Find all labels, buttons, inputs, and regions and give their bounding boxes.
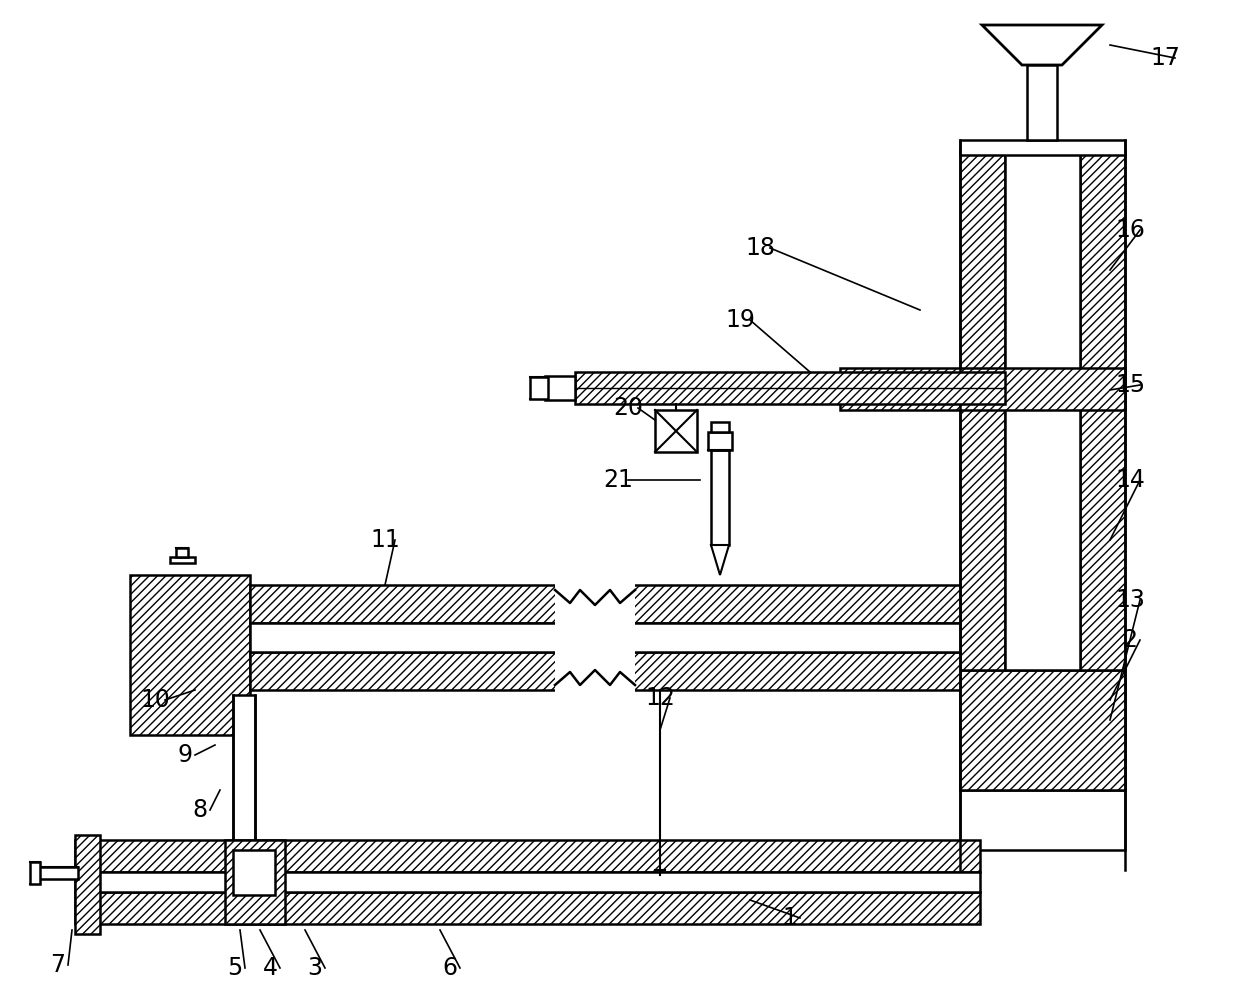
Text: 8: 8 (192, 798, 207, 822)
Bar (546, 376, 575, 400)
Bar (711, 450, 729, 545)
Bar (38, 867, 78, 879)
Text: 13: 13 (1115, 588, 1145, 612)
Bar (960, 400, 1004, 670)
Text: 11: 11 (370, 528, 399, 552)
Bar (250, 585, 960, 623)
Bar (960, 670, 1125, 790)
Bar (224, 840, 285, 924)
Text: 14: 14 (1115, 468, 1145, 492)
Text: 19: 19 (725, 308, 755, 332)
Text: 21: 21 (603, 468, 632, 492)
Bar (74, 872, 980, 892)
Bar (960, 680, 1125, 790)
Text: 5: 5 (227, 956, 243, 980)
Bar (1027, 65, 1056, 140)
Text: 1: 1 (782, 906, 797, 930)
Bar (711, 422, 729, 432)
Text: 15: 15 (1115, 373, 1145, 397)
Text: 17: 17 (1149, 46, 1180, 70)
Bar (575, 372, 1004, 404)
Bar (74, 892, 980, 924)
Bar (233, 850, 275, 895)
Bar (1080, 150, 1125, 400)
Bar (1004, 150, 1080, 400)
Bar (74, 835, 100, 934)
Polygon shape (711, 545, 729, 575)
Bar (708, 432, 732, 450)
Bar (960, 140, 1125, 155)
Text: 10: 10 (140, 688, 170, 712)
Text: 12: 12 (645, 686, 675, 710)
Bar (556, 580, 635, 695)
Bar (170, 557, 195, 563)
Bar (960, 150, 1004, 400)
Bar (30, 862, 40, 884)
Bar (1080, 400, 1125, 670)
Bar (1004, 400, 1080, 670)
Polygon shape (982, 25, 1102, 65)
Text: 2: 2 (1122, 628, 1137, 652)
Bar (233, 695, 255, 840)
Text: 16: 16 (1115, 218, 1145, 242)
Bar (960, 790, 1125, 850)
Text: 3: 3 (308, 956, 322, 980)
Text: 7: 7 (51, 953, 66, 977)
Bar (74, 840, 980, 872)
Text: 4: 4 (263, 956, 278, 980)
Bar (839, 368, 1125, 410)
Text: 6: 6 (443, 956, 458, 980)
Bar (250, 652, 960, 690)
Text: 18: 18 (745, 236, 775, 260)
Text: 20: 20 (613, 396, 644, 420)
Text: 9: 9 (177, 743, 192, 767)
Bar (176, 548, 188, 557)
Bar (529, 377, 548, 399)
Bar (250, 623, 960, 652)
Bar (130, 575, 250, 735)
Bar (655, 410, 697, 452)
